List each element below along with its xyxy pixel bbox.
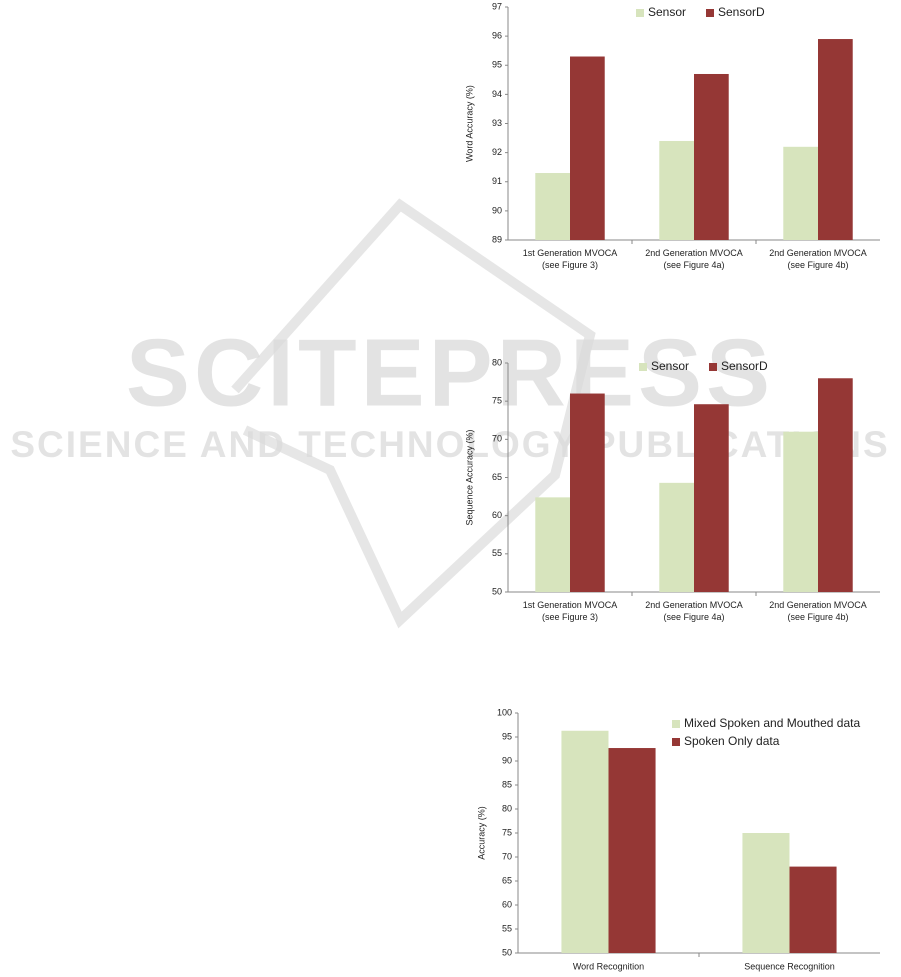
bar <box>535 497 570 592</box>
legend-swatch <box>636 9 644 17</box>
y-tick-label: 96 <box>492 31 502 41</box>
y-tick-label: 65 <box>502 875 512 885</box>
bar <box>659 482 694 592</box>
bar <box>742 833 790 953</box>
bar <box>818 378 853 592</box>
x-tick-label: 1st Generation MVOCA (see Figure 3) <box>523 248 618 270</box>
y-tick-label: 60 <box>502 899 512 909</box>
legend-label: Spoken Only data <box>684 734 780 748</box>
watermark-title: SCITEPRESS <box>126 319 774 426</box>
bar <box>535 173 570 240</box>
y-tick-label: 65 <box>492 472 502 482</box>
bar <box>694 73 729 240</box>
watermark-subtitle: SCIENCE AND TECHNOLOGY PUBLICATIONS <box>10 424 889 465</box>
y-tick-label: 95 <box>502 731 512 741</box>
x-tick-label: 2nd Generation MVOCA (see Figure 4b) <box>769 248 867 270</box>
watermark-shape <box>231 198 596 629</box>
y-tick-label: 95 <box>492 60 502 70</box>
bar <box>783 431 818 592</box>
y-tick-label: 85 <box>502 779 512 789</box>
y-tick-label: 100 <box>497 707 512 717</box>
bar <box>570 56 605 241</box>
bar <box>561 730 609 953</box>
y-axis-label: Accuracy (%) <box>476 806 486 860</box>
chart: 89 90 91 92 93 94 95 96 97 Word Accuracy (%) 1st G… <box>464 1 880 270</box>
legend-label: Sensor <box>648 5 686 19</box>
bar <box>783 146 818 240</box>
x-tick-label: Word Recognition <box>573 961 644 971</box>
bar <box>789 866 837 953</box>
y-tick-label: 91 <box>492 176 502 186</box>
y-tick-label: 80 <box>502 803 512 813</box>
legend-swatch <box>639 363 647 371</box>
y-tick-label: 93 <box>492 118 502 128</box>
bar <box>608 748 656 953</box>
bar <box>570 393 605 592</box>
bar <box>694 404 729 592</box>
bar <box>659 140 694 240</box>
x-tick-label: 1st Generation MVOCA (see Figure 3) <box>523 600 618 622</box>
legend-swatch <box>706 9 714 17</box>
y-tick-label: 55 <box>502 923 512 933</box>
chart: 50 55 60 65 70 75 80 Sequence Accuracy (%) 1st G… <box>464 357 880 622</box>
legend-label: SensorD <box>721 359 768 373</box>
y-tick-label: 90 <box>492 205 502 215</box>
legend-label: SensorD <box>718 5 765 19</box>
y-tick-label: 70 <box>502 851 512 861</box>
y-tick-label: 97 <box>492 1 502 11</box>
legend-swatch <box>709 363 717 371</box>
x-tick-label: 2nd Generation MVOCA (see Figure 4a) <box>645 600 743 622</box>
y-tick-label: 89 <box>492 234 502 244</box>
y-tick-label: 92 <box>492 147 502 157</box>
x-tick-label: 2nd Generation MVOCA (see Figure 4a) <box>645 248 743 270</box>
chart: 50 55 60 65 70 75 80 85 90 95 100 Accuracy (%) Word … <box>476 707 880 971</box>
y-tick-label: 90 <box>502 755 512 765</box>
y-tick-label: 94 <box>492 89 502 99</box>
y-tick-label: 80 <box>492 357 502 367</box>
legend-swatch <box>672 738 680 746</box>
bar <box>818 39 853 240</box>
x-tick-label: Sequence Recognition <box>744 961 835 971</box>
legend-label: Sensor <box>651 359 689 373</box>
y-tick-label: 55 <box>492 548 502 558</box>
y-tick-label: 50 <box>502 947 512 957</box>
y-tick-label: 75 <box>502 827 512 837</box>
legend-label: Mixed Spoken and Mouthed data <box>684 716 860 730</box>
y-tick-label: 50 <box>492 586 502 596</box>
y-tick-label: 75 <box>492 396 502 406</box>
legend-swatch <box>672 720 680 728</box>
y-axis-label: Sequence Accuracy (%) <box>464 429 474 525</box>
x-tick-label: 2nd Generation MVOCA (see Figure 4b) <box>769 600 867 622</box>
y-axis-label: Word Accuracy (%) <box>464 85 474 162</box>
y-tick-label: 70 <box>492 434 502 444</box>
y-tick-label: 60 <box>492 510 502 520</box>
